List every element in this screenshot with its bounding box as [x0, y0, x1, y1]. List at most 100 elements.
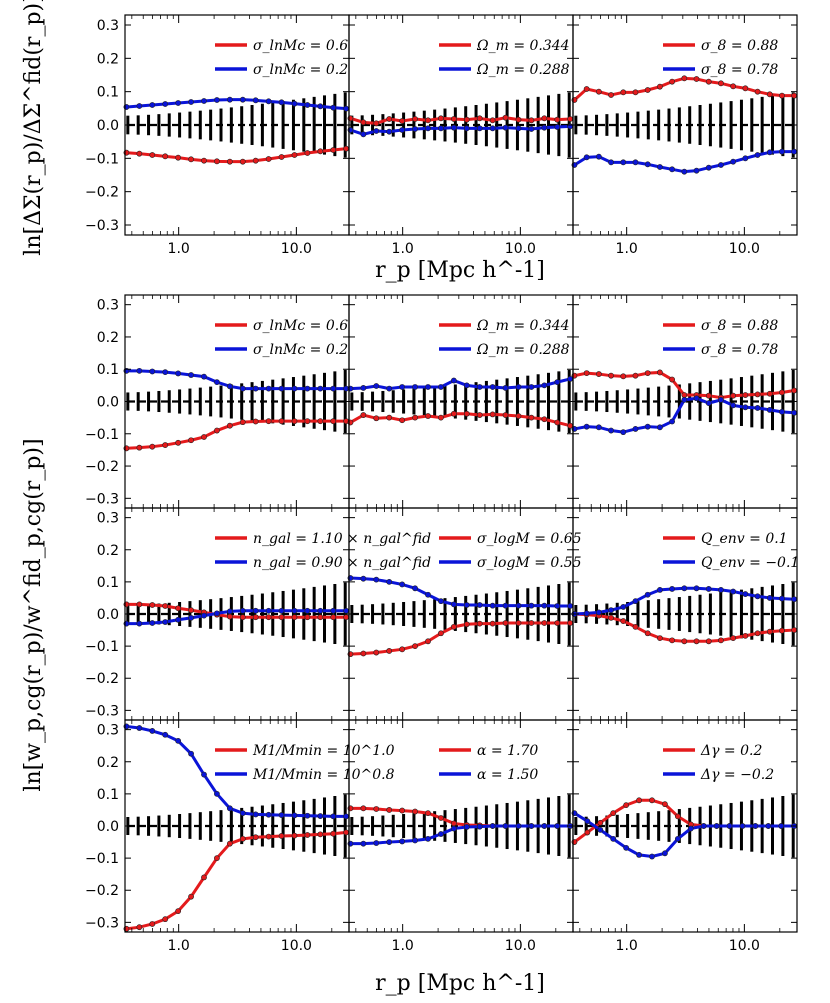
data-point-red	[438, 414, 444, 421]
data-point-red	[541, 416, 548, 423]
data-point-blue	[360, 840, 367, 847]
data-point-red	[412, 116, 418, 122]
data-point-red	[515, 620, 522, 626]
data-point-red	[214, 158, 220, 165]
y-tick-label: −0.3	[85, 915, 119, 931]
data-point-red	[438, 630, 444, 637]
data-point-red	[450, 410, 457, 417]
legend-label-red: Q_env = 0.1	[701, 531, 788, 547]
legend-label-red: σ_8 = 0.88	[701, 318, 778, 334]
data-point-red	[450, 623, 457, 630]
panel-wp-2-3: Q_env = 0.1 Q_env = −0.1	[571, 507, 799, 721]
data-point-blue	[265, 811, 272, 818]
data-point-blue	[752, 823, 759, 829]
y-tick-label: 0.2	[97, 51, 119, 67]
data-point-blue	[175, 616, 182, 623]
data-point-blue	[386, 385, 393, 392]
data-point-blue	[304, 102, 311, 108]
data-point-red	[730, 392, 737, 399]
data-point-red	[754, 630, 761, 637]
data-point-blue	[567, 603, 574, 609]
data-point-red	[791, 92, 798, 99]
data-point-blue	[175, 737, 182, 744]
y-tick-label: 0.2	[97, 543, 119, 559]
data-point-blue	[239, 96, 246, 103]
data-point-blue	[330, 607, 337, 614]
data-point-red	[386, 414, 393, 421]
data-point-blue	[438, 598, 444, 605]
data-point-red	[489, 620, 496, 627]
y-tick-label: 0.3	[97, 298, 119, 314]
data-point-blue	[386, 128, 393, 135]
data-point-blue	[742, 404, 749, 411]
x-tick-label: 1.0	[168, 938, 190, 954]
data-point-blue	[317, 103, 324, 110]
data-point-red	[343, 829, 350, 836]
data-point-red	[226, 840, 233, 847]
data-point-red	[252, 834, 259, 841]
data-point-blue	[188, 372, 194, 378]
panel-wp-3-1: 0.3 0.2 0.1 0.0 −0.1 −0.2 −0.3 1.0 10.0 M1/Mmin =…	[85, 719, 395, 954]
data-point-blue	[188, 99, 194, 105]
legend-label-red: Ω_m = 0.344	[476, 38, 570, 54]
data-point-blue	[742, 591, 749, 597]
x-tick-label: 1.0	[616, 938, 638, 954]
data-point-blue	[791, 148, 798, 155]
data-point-red	[175, 605, 182, 612]
data-point-red	[373, 415, 380, 422]
data-point-blue	[595, 153, 602, 160]
data-point-blue	[644, 591, 651, 598]
data-point-red	[718, 637, 724, 644]
data-point-blue	[730, 402, 737, 409]
data-point-blue	[214, 379, 220, 386]
data-point-red	[669, 637, 676, 644]
x-tick-label: 10.0	[281, 241, 312, 257]
data-point-blue	[278, 812, 285, 818]
data-point-blue	[201, 612, 207, 619]
data-point-blue	[291, 100, 298, 107]
y-tick-label: −0.1	[85, 427, 119, 443]
data-point-blue	[162, 369, 169, 376]
data-point-red	[463, 621, 470, 628]
data-point-blue	[438, 384, 444, 390]
data-point-blue	[541, 602, 548, 609]
y-tick-label: −0.1	[85, 851, 119, 867]
data-point-red	[265, 418, 272, 425]
y-tick-label: −0.1	[85, 639, 119, 655]
data-point-red	[201, 157, 207, 164]
data-point-blue	[700, 823, 707, 829]
data-point-blue	[608, 159, 614, 166]
data-point-red	[343, 614, 350, 621]
data-point-red	[304, 418, 311, 425]
data-point-blue	[754, 593, 761, 600]
data-point-blue	[188, 750, 194, 757]
legend-label-blue: σ_8 = 0.78	[701, 62, 778, 78]
data-point-blue	[252, 97, 259, 104]
data-point-blue	[425, 591, 431, 598]
data-point-red	[360, 805, 367, 812]
data-point-blue	[515, 602, 522, 609]
data-point-blue	[450, 124, 457, 131]
data-point-red	[502, 620, 509, 626]
y-tick-label: 0.0	[97, 819, 119, 835]
data-point-red	[567, 116, 574, 122]
data-point-red	[541, 620, 548, 626]
data-point-blue	[463, 602, 470, 608]
y-tick-label: 0.1	[97, 575, 119, 591]
data-point-blue	[515, 823, 522, 829]
data-point-red	[730, 83, 737, 90]
legend-label-blue: Ω_m = 0.288	[476, 342, 570, 358]
data-point-blue	[766, 595, 773, 601]
data-point-red	[149, 443, 156, 450]
data-point-red	[583, 370, 590, 376]
data-point-red	[705, 78, 712, 85]
data-point-red	[265, 614, 272, 621]
data-point-red	[632, 372, 639, 379]
data-point-blue	[623, 844, 630, 851]
data-point-blue	[656, 424, 663, 431]
data-point-blue	[162, 101, 169, 107]
data-point-blue	[450, 825, 457, 832]
data-point-blue	[239, 607, 246, 614]
series-line-red	[573, 76, 795, 102]
data-point-blue	[620, 429, 627, 436]
